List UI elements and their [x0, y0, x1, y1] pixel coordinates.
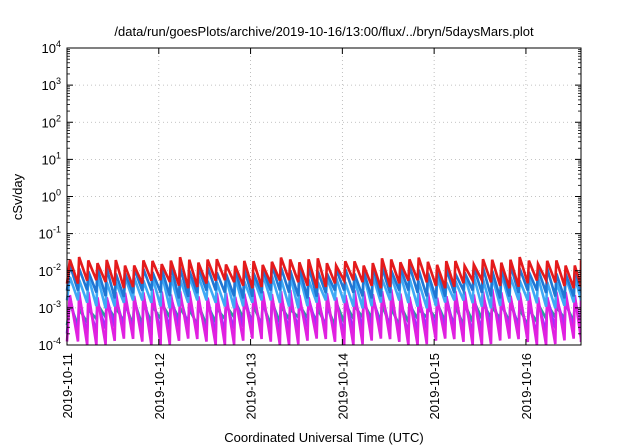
- series-red-line: [65, 256, 583, 289]
- x-axis: 2019-10-11 2019-10-12 2019-10-13 2019-10-14…: [60, 48, 534, 420]
- y-tick-label: 101: [42, 150, 61, 167]
- y-axis: 10-4 10-3 10-2 10-1 100 101 102 103 104: [39, 39, 581, 353]
- x-tick-label: 2019-10-14: [335, 353, 350, 420]
- x-tick-label: 2019-10-11: [60, 353, 75, 419]
- right-mask: [581, 46, 640, 347]
- x-axis-label: Coordinated Universal Time (UTC): [224, 430, 423, 445]
- x-tick-label: 2019-10-16: [519, 353, 534, 420]
- y-tick-label: 104: [42, 39, 61, 56]
- y-tick-label: 100: [42, 188, 61, 205]
- series-layer: [65, 46, 640, 347]
- x-tick-label: 2019-10-12: [152, 353, 167, 420]
- y-tick-label: 103: [42, 76, 61, 93]
- chart-title: /data/run/goesPlots/archive/2019-10-16/1…: [114, 24, 534, 39]
- x-tick-label: 2019-10-15: [427, 353, 442, 420]
- y-tick-label: 10-2: [39, 262, 61, 279]
- y-tick-label: 10-3: [39, 299, 61, 316]
- y-tick-label: 10-1: [39, 225, 61, 242]
- x-tick-label: 2019-10-13: [244, 353, 259, 420]
- y-tick-label: 10-4: [39, 336, 61, 353]
- y-tick-label: 102: [42, 113, 61, 130]
- y-axis-label: cSv/day: [10, 173, 25, 220]
